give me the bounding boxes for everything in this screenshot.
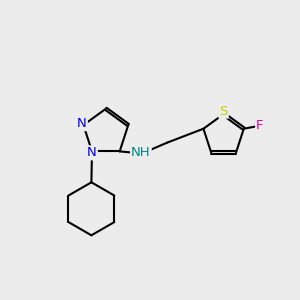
Text: NH: NH xyxy=(131,146,151,159)
Text: S: S xyxy=(219,105,228,118)
Text: N: N xyxy=(87,146,97,159)
Text: F: F xyxy=(256,119,264,132)
Text: N: N xyxy=(77,117,87,130)
